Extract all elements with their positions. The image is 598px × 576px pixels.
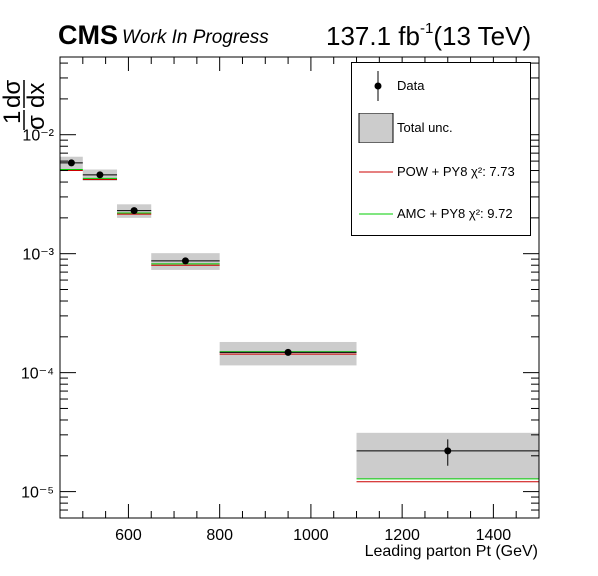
legend-item-data: Data bbox=[352, 71, 530, 101]
y-tick-label-2: 10⁻⁴ bbox=[21, 366, 54, 383]
experiment-label: CMS bbox=[58, 20, 118, 50]
legend-item-unc: Total unc. bbox=[352, 113, 530, 143]
data-point-0 bbox=[67, 159, 75, 167]
axes: 600 800 1000 1200 1400 10⁻² 10⁻³ 10⁻⁴ 10⁻⁵ bbox=[21, 56, 540, 544]
legend-label-data: Data bbox=[397, 78, 425, 93]
luminosity-label: 137.1 fb-1(13 TeV) bbox=[326, 20, 532, 52]
red-line-icon bbox=[359, 171, 393, 173]
x-tick-label-2: 1000 bbox=[293, 527, 329, 544]
legend-label-pow: POW + PY8 χ²: 7.73 bbox=[397, 164, 515, 179]
x-tick-label-0: 600 bbox=[115, 527, 142, 544]
data-point-4 bbox=[284, 348, 292, 356]
data-point-5 bbox=[444, 447, 452, 455]
uncertainty-box-icon bbox=[358, 113, 394, 143]
status-label: Work In Progress bbox=[122, 27, 269, 48]
data-point-1 bbox=[96, 171, 104, 179]
energy-label: (13 TeV) bbox=[433, 21, 532, 51]
y-label-dx: dx bbox=[23, 83, 48, 108]
y-tick-label-3: 10⁻⁵ bbox=[21, 485, 54, 502]
data-points bbox=[60, 159, 539, 466]
plot-frame bbox=[59, 56, 540, 519]
legend-label-amc: AMC + PY8 χ²: 9.72 bbox=[397, 206, 513, 221]
legend: Data Total unc. POW + PY8 χ²: 7.73 AMC +… bbox=[351, 62, 531, 236]
y-label-dsigma: dσ bbox=[2, 80, 26, 108]
lumi-exponent: -1 bbox=[419, 20, 434, 38]
x-tick-label-3: 1200 bbox=[384, 527, 420, 544]
x-tick-label-1: 800 bbox=[206, 527, 233, 544]
legend-item-pow: POW + PY8 χ²: 7.73 bbox=[352, 157, 530, 187]
y-label-one: 1 bbox=[2, 111, 26, 124]
y-label-sigma: σ bbox=[23, 115, 48, 130]
legend-item-amc: AMC + PY8 χ²: 9.72 bbox=[352, 199, 530, 229]
x-axis-label: Leading parton Pt (GeV) bbox=[365, 543, 538, 560]
y-tick-label-1: 10⁻³ bbox=[22, 247, 54, 264]
data-marker-icon bbox=[374, 71, 382, 101]
green-line-icon bbox=[359, 213, 393, 215]
prediction-lines bbox=[60, 168, 539, 483]
lumi-value: 137.1 fb bbox=[326, 21, 420, 51]
legend-label-unc: Total unc. bbox=[397, 120, 453, 135]
y-axis-label: 1 σ dσ dx bbox=[0, 52, 50, 132]
data-point-3 bbox=[181, 257, 189, 265]
x-tick-label-4: 1400 bbox=[476, 527, 512, 544]
data-point-2 bbox=[130, 207, 138, 215]
y-tick-label-0: 10⁻² bbox=[22, 128, 54, 145]
